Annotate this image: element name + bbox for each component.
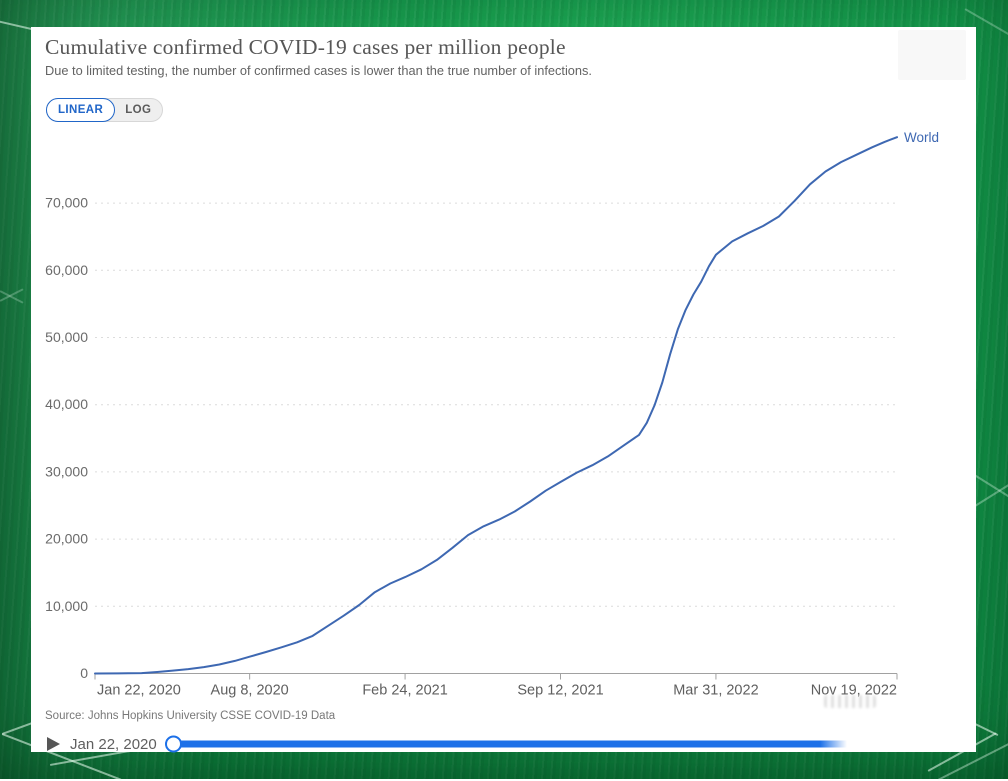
y-axis-tick-label: 70,000 <box>45 195 88 211</box>
line-chart[interactable]: 0 10,000 20,000 30,000 40,000 50,000 60,000 70,… <box>31 27 976 752</box>
x-axis-tick-label: Feb 24, 2021 <box>362 683 447 699</box>
linear-scale-button[interactable]: LINEAR <box>46 98 115 122</box>
x-axis-tick-label: Aug 8, 2020 <box>211 683 289 699</box>
timeline-player: Jan 22, 2020 <box>47 732 962 756</box>
timeline-slider[interactable] <box>165 734 865 754</box>
y-axis-tick-label: 40,000 <box>45 396 88 412</box>
page-title: Cumulative confirmed COVID-19 cases per … <box>45 35 566 60</box>
series-line <box>95 137 897 673</box>
chart-window: Cumulative confirmed COVID-19 cases per … <box>31 27 976 752</box>
y-axis-tick-label: 0 <box>80 665 88 681</box>
chart-subtitle: Due to limited testing, the number of co… <box>45 63 592 78</box>
x-axis-tick-label: Jan 22, 2020 <box>97 683 181 699</box>
x-axis-tick-label: Mar 31, 2022 <box>673 683 758 699</box>
slider-handle[interactable] <box>165 736 182 753</box>
scale-toggle: LINEAR LOG <box>46 98 163 122</box>
timeline-date: Jan 22, 2020 <box>70 736 157 753</box>
faded-logo <box>898 30 966 80</box>
y-axis-tick-label: 50,000 <box>45 329 88 345</box>
slider-track[interactable] <box>174 741 847 748</box>
log-scale-button[interactable]: LOG <box>114 99 162 121</box>
play-button[interactable] <box>47 737 60 751</box>
y-axis-tick-label: 30,000 <box>45 463 88 479</box>
y-axis-tick-label: 60,000 <box>45 262 88 278</box>
faded-watermark <box>824 695 876 708</box>
series-label: World <box>904 130 939 145</box>
x-axis-tick-label: Sep 12, 2021 <box>517 683 603 699</box>
source-text: Source: Johns Hopkins University CSSE CO… <box>45 710 335 722</box>
y-axis-tick-label: 20,000 <box>45 531 88 547</box>
y-axis-tick-label: 10,000 <box>45 598 88 614</box>
